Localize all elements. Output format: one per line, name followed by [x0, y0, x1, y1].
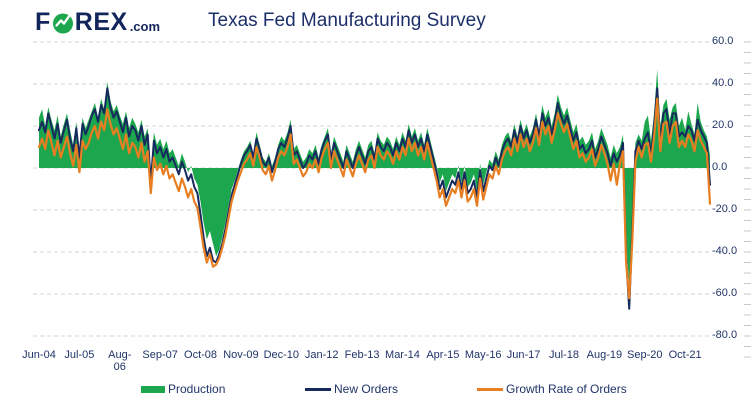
legend-item-new-orders: New Orders — [305, 381, 398, 397]
legend: Production New Orders Growth Rate of Ord… — [0, 381, 752, 401]
x-axis-label: Aug-19 — [586, 349, 623, 361]
y-axis-label: -20.0 — [712, 203, 738, 215]
legend-item-growth-rate: Growth Rate of Orders — [477, 381, 627, 397]
x-axis-label: Jul-18 — [549, 349, 579, 361]
x-axis-label: Jul-05 — [64, 349, 95, 361]
x-axis-label: Mar-14 — [385, 349, 420, 361]
legend-label-growth-rate: Growth Rate of Orders — [506, 382, 627, 396]
x-axis-label: Dec-10 — [263, 349, 300, 361]
y-axis-label: -40.0 — [712, 245, 738, 257]
x-axis-label: Apr-15 — [426, 349, 460, 361]
y-axis-label: 20.0 — [712, 119, 734, 131]
chart-title: Texas Fed Manufacturing Survey — [208, 10, 486, 31]
y-axis-label: 40.0 — [712, 77, 734, 89]
production-area-swatch-icon — [141, 385, 165, 393]
x-axis-label: Oct-08 — [184, 349, 218, 361]
x-axis-label: Sep-07 — [142, 349, 178, 361]
y-axis-label: -60.0 — [712, 287, 738, 299]
logo-text-rex: REX — [74, 8, 128, 36]
y-axis-label: 0.0 — [712, 161, 728, 173]
logo-text-tld: .com — [129, 18, 161, 34]
legend-label-new-orders: New Orders — [334, 382, 399, 396]
x-axis-label: May-16 — [464, 349, 502, 361]
y-axis-label: -80.0 — [712, 329, 738, 341]
x-axis-label: Sep-20 — [627, 349, 663, 361]
forex-logo: F REX .com — [35, 8, 160, 36]
x-axis-label: Aug- 06 — [108, 349, 132, 373]
x-axis-label: Jan-12 — [304, 349, 339, 361]
header: F REX .com Texas Fed Manufacturing Surve… — [0, 0, 752, 40]
new-orders-line-swatch-icon — [305, 387, 331, 391]
x-axis-label: Oct-21 — [668, 349, 702, 361]
x-axis-label: Nov-09 — [223, 349, 259, 361]
series-new-orders-line — [38, 87, 711, 310]
legend-item-production: Production — [141, 381, 225, 397]
series-growth-rate-line — [37, 97, 712, 300]
x-axis-label: Jun-17 — [506, 349, 541, 361]
growth-rate-line-swatch-icon — [477, 387, 503, 391]
logo-o-trendline-icon — [52, 12, 74, 34]
y-axis-label: 60.0 — [712, 35, 734, 47]
logo-text-f: F — [35, 8, 51, 36]
legend-label-production: Production — [168, 382, 226, 396]
x-axis-label: Jun-04 — [22, 349, 56, 361]
x-axis-label: Feb-13 — [344, 349, 380, 361]
